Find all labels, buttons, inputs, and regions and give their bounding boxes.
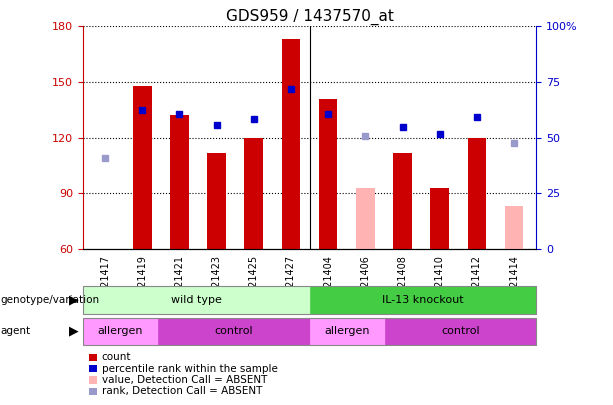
Text: count: count	[102, 352, 131, 362]
Text: ▶: ▶	[69, 294, 78, 307]
Text: allergen: allergen	[98, 326, 143, 336]
Text: percentile rank within the sample: percentile rank within the sample	[102, 364, 278, 373]
Bar	[393, 153, 412, 249]
Bar	[170, 115, 189, 249]
Text: IL-13 knockout: IL-13 knockout	[382, 295, 464, 305]
Bar	[319, 99, 337, 249]
Text: genotype/variation: genotype/variation	[1, 295, 100, 305]
Text: control: control	[215, 326, 253, 336]
Bar	[430, 188, 449, 249]
Bar	[207, 153, 226, 249]
Text: ▶: ▶	[69, 325, 78, 338]
Bar	[468, 138, 486, 249]
Bar	[133, 86, 151, 249]
Bar	[282, 39, 300, 249]
Text: rank, Detection Call = ABSENT: rank, Detection Call = ABSENT	[102, 386, 262, 396]
Bar	[356, 188, 375, 249]
Text: control: control	[441, 326, 480, 336]
Text: wild type: wild type	[171, 295, 221, 305]
Text: value, Detection Call = ABSENT: value, Detection Call = ABSENT	[102, 375, 267, 385]
Text: agent: agent	[1, 326, 31, 336]
Title: GDS959 / 1437570_at: GDS959 / 1437570_at	[226, 9, 394, 25]
Bar	[504, 207, 524, 249]
Bar	[245, 138, 263, 249]
Text: allergen: allergen	[325, 326, 370, 336]
